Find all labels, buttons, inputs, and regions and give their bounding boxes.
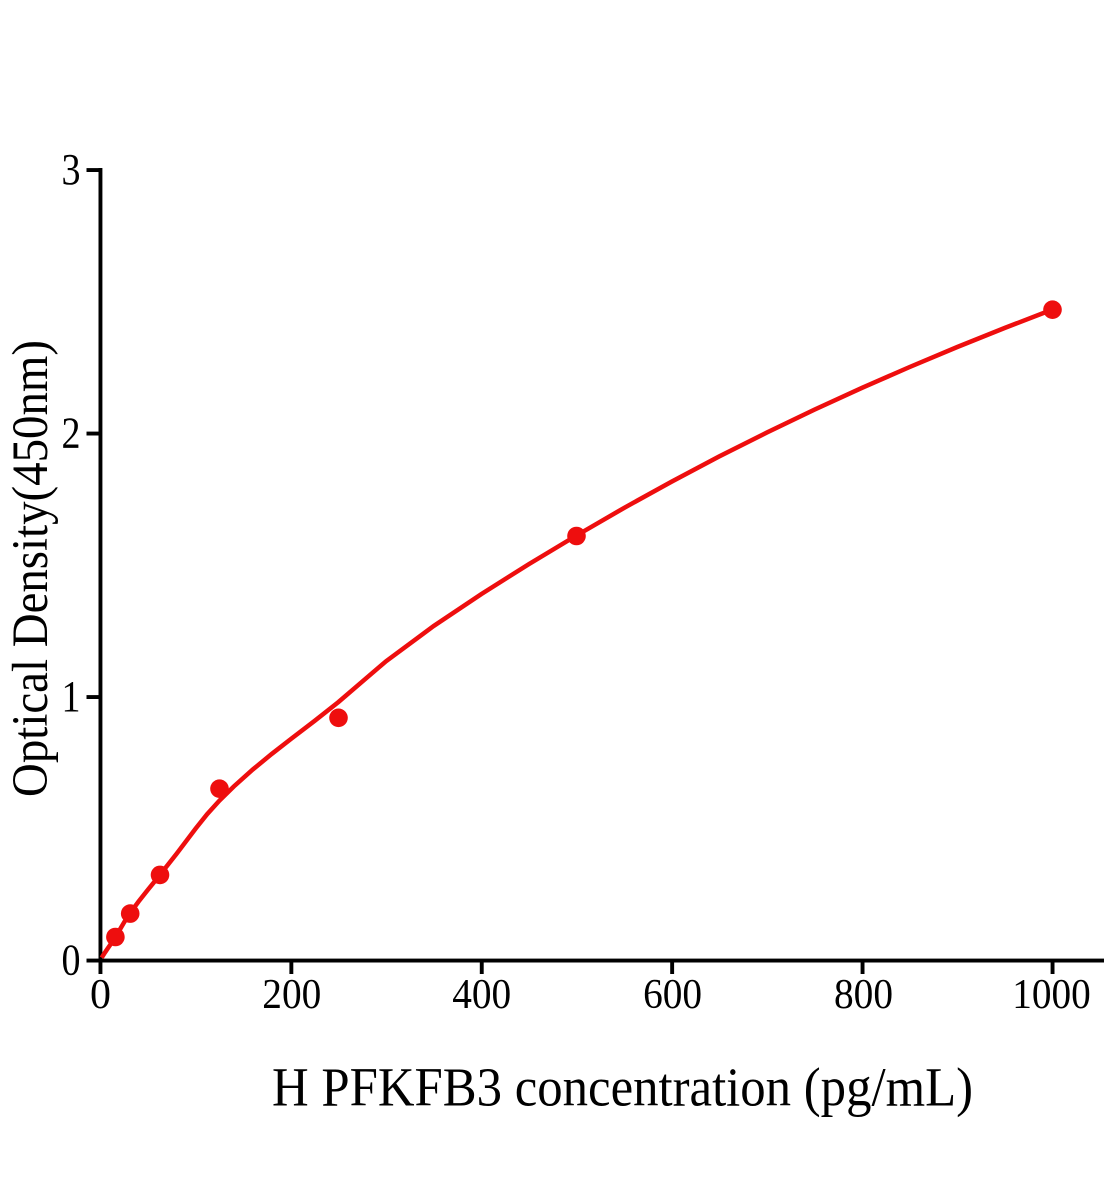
svg-text:200: 200 (262, 972, 321, 1018)
svg-text:600: 600 (643, 972, 702, 1018)
svg-text:1: 1 (62, 672, 81, 721)
svg-text:0: 0 (62, 936, 81, 985)
svg-text:3: 3 (62, 145, 81, 194)
svg-text:H PFKFB3 concentration (pg/mL): H PFKFB3 concentration (pg/mL) (272, 1058, 973, 1119)
svg-text:400: 400 (452, 972, 511, 1018)
svg-text:1000: 1000 (1012, 972, 1091, 1018)
svg-text:800: 800 (834, 972, 893, 1018)
svg-text:Optical Density(450nm): Optical Density(450nm) (2, 340, 58, 797)
svg-text:2: 2 (62, 409, 81, 458)
svg-text:0: 0 (90, 972, 111, 1018)
